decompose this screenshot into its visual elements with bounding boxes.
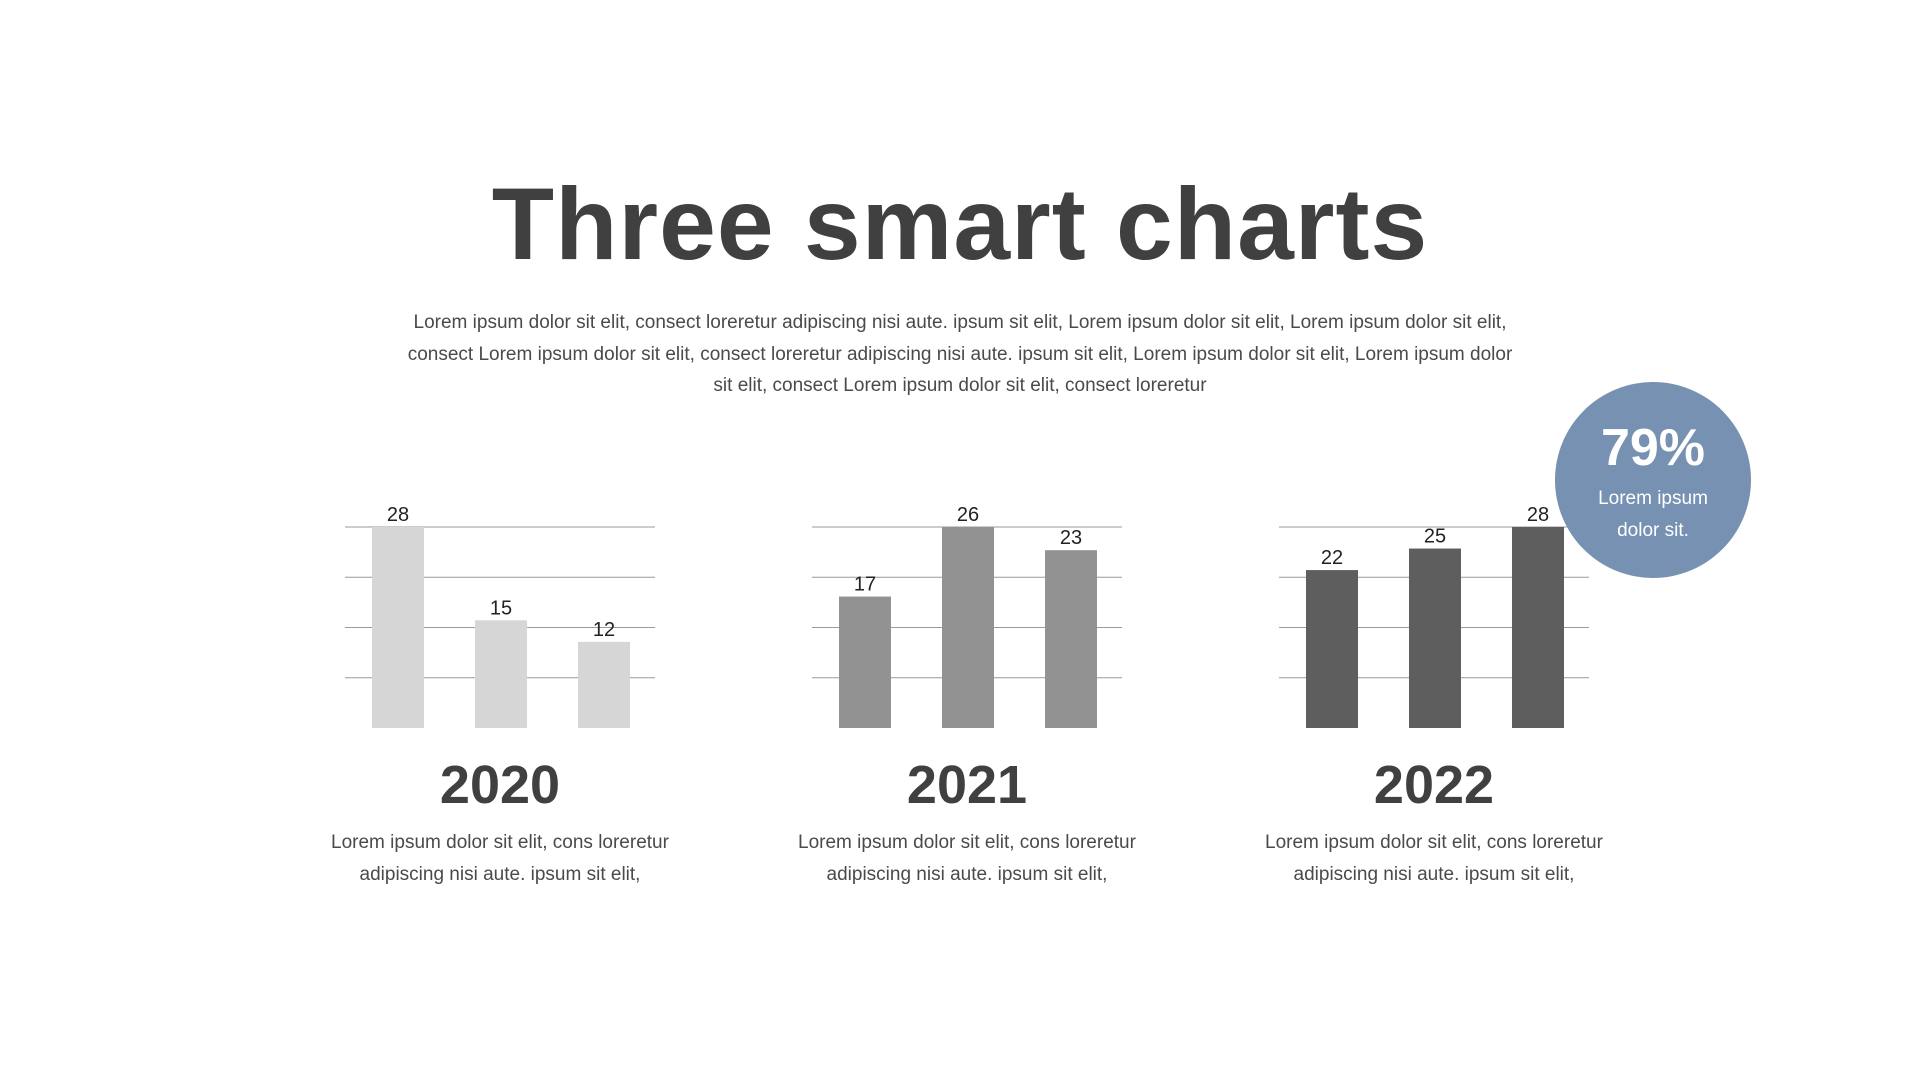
chart-2022-year: 2022 — [1373, 755, 1495, 815]
bar-value-label: 22 — [1321, 547, 1343, 569]
chart-2021-svg: 17 26 23 — [812, 504, 1122, 728]
chart-2020-description: Lorem ipsum dolor sit elit, cons loreret… — [331, 832, 669, 885]
chart-2021-description: Lorem ipsum dolor sit elit, cons loreret… — [798, 832, 1136, 885]
bar-value-label: 17 — [854, 574, 876, 596]
bar — [475, 620, 527, 728]
bar — [942, 527, 994, 728]
bar-value-label: 15 — [490, 597, 512, 619]
page-title: Three smart charts — [491, 167, 1429, 281]
badge-value: 79% — [1600, 419, 1706, 477]
chart-2020: 28 15 12 — [345, 480, 675, 750]
chart-2022-svg: 22 25 28 — [1279, 504, 1589, 728]
bar-value-label: 23 — [1060, 527, 1082, 549]
intro-paragraph: Lorem ipsum dolor sit elit, consect lore… — [407, 312, 1513, 396]
bar — [1045, 550, 1097, 728]
bar-value-label: 26 — [957, 504, 979, 526]
highlight-badge: 79% Lorem ipsum dolor sit. — [1555, 382, 1751, 578]
bar — [1409, 548, 1461, 728]
bar-value-label: 12 — [593, 619, 615, 641]
chart-2022: 22 25 28 — [1279, 480, 1609, 750]
chart-2021-year: 2021 — [906, 755, 1028, 815]
chart-2021: 17 26 23 — [812, 480, 1142, 750]
bar — [578, 641, 630, 728]
bar-value-label: 25 — [1424, 526, 1446, 548]
chart-2022-description: Lorem ipsum dolor sit elit, cons loreret… — [1265, 832, 1603, 885]
bar — [1512, 527, 1564, 728]
badge-label: Lorem ipsum dolor sit. — [1598, 488, 1708, 541]
bar — [372, 527, 424, 728]
bar-value-label: 28 — [1527, 504, 1549, 526]
bar — [839, 596, 891, 728]
bar — [1306, 570, 1358, 728]
chart-2020-year: 2020 — [439, 755, 561, 815]
bar-value-label: 28 — [387, 504, 409, 526]
chart-2020-svg: 28 15 12 — [345, 504, 655, 728]
